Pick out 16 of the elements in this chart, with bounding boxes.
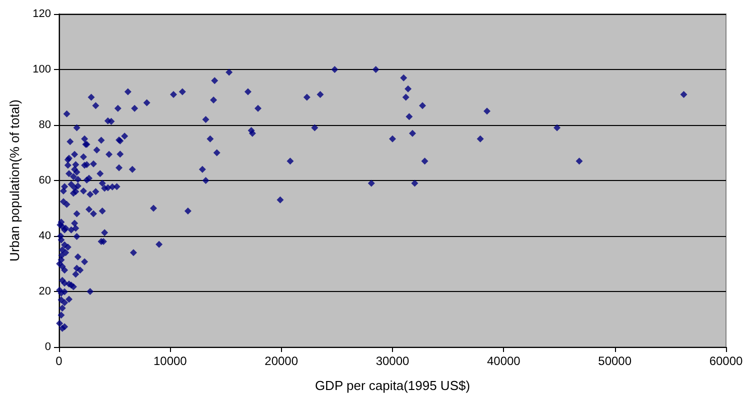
x-tick-label: 60000: [709, 354, 744, 368]
y-axis-title: Urban population(% of total): [7, 100, 22, 262]
y-tick-label: 120: [32, 8, 51, 20]
x-tick-label: 30000: [376, 354, 410, 368]
y-tick-label: 80: [38, 119, 51, 131]
x-tick-label: 40000: [486, 354, 521, 368]
y-tick-label: 100: [32, 64, 51, 76]
y-tick-label: 0: [44, 341, 51, 353]
x-axis-title: GDP per capita(1995 US$): [314, 378, 470, 393]
x-tick-label: 0: [56, 354, 63, 368]
x-tick-label: 20000: [264, 354, 298, 368]
y-tick-label: 60: [38, 174, 51, 186]
y-tick-label: 20: [38, 286, 51, 298]
x-tick-label: 50000: [598, 354, 632, 368]
y-tick-label: 40: [38, 230, 51, 242]
x-tick-label: 10000: [153, 354, 188, 368]
